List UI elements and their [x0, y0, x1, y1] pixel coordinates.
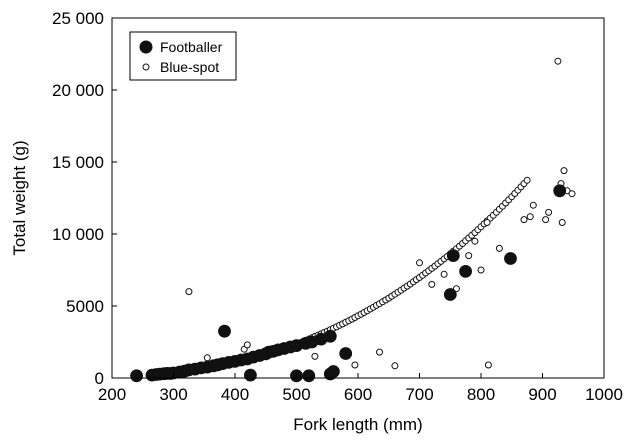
y-tick-label-10000: 10 000 — [52, 225, 104, 244]
point-footballer-0 — [130, 369, 144, 383]
point-footballer-39 — [326, 365, 340, 378]
legend-label-footballer: Footballer — [160, 39, 223, 55]
y-tick-label-15000: 15 000 — [52, 153, 104, 172]
point-footballer-35 — [243, 368, 257, 382]
y-axis: 0 5000 10 000 15 000 20 000 25 000 — [52, 9, 117, 388]
y-tick-label-20000: 20 000 — [52, 81, 104, 100]
point-blue-spot-117 — [203, 354, 211, 362]
x-tick-label-900: 900 — [528, 385, 556, 404]
x-tick-label-300: 300 — [159, 385, 187, 404]
point-footballer-40 — [339, 347, 353, 360]
point-blue-spot-139 — [545, 208, 553, 216]
point-footballer-44 — [504, 252, 517, 265]
y-tick-label-25000: 25 000 — [52, 9, 104, 28]
point-blue-spot-142 — [560, 167, 568, 175]
point-footballer-34 — [218, 324, 231, 338]
point-blue-spot-116 — [185, 288, 193, 296]
point-blue-spot-134 — [495, 244, 503, 252]
point-blue-spot-137 — [529, 201, 537, 209]
x-tick-label-800: 800 — [467, 385, 495, 404]
point-blue-spot-132 — [483, 219, 491, 226]
point-blue-spot-130 — [471, 237, 479, 245]
point-blue-spot-121 — [311, 352, 319, 360]
point-blue-spot-122 — [351, 361, 359, 369]
x-tick-label-700: 700 — [405, 385, 433, 404]
legend-marker-blue-spot — [142, 63, 150, 71]
point-blue-spot-145 — [568, 190, 576, 198]
x-tick-label-500: 500 — [282, 385, 310, 404]
legend-label-blue-spot: Blue-spot — [160, 59, 219, 75]
x-axis: 200 300 400 500 600 700 800 900 1000 — [98, 373, 623, 404]
legend: Footballer Blue-spot — [129, 31, 237, 81]
point-blue-spot-144 — [558, 219, 566, 226]
point-blue-spot-127 — [440, 270, 448, 278]
y-axis-title: Total weight (g) — [10, 140, 29, 255]
x-tick-label-1000: 1000 — [585, 385, 623, 404]
y-tick-label-5000: 5000 — [66, 297, 104, 316]
point-blue-spot-138 — [542, 216, 550, 224]
legend-marker-footballer — [139, 40, 153, 54]
point-blue-spot-131 — [477, 266, 485, 274]
point-blue-spot-123 — [376, 348, 383, 356]
point-blue-spot-119 — [243, 341, 251, 349]
point-footballer-43 — [459, 264, 473, 278]
x-tick-label-200: 200 — [98, 385, 126, 404]
point-blue-spot-135 — [520, 216, 528, 224]
point-blue-spot-124 — [391, 362, 399, 370]
y-tick-label-0: 0 — [95, 369, 104, 388]
point-footballer-41 — [443, 288, 457, 301]
point-footballer-45 — [553, 184, 567, 198]
point-blue-spot-136 — [526, 213, 534, 221]
point-footballer-33 — [323, 329, 337, 343]
x-axis-title: Fork length (mm) — [293, 415, 422, 434]
legend-box — [129, 31, 237, 81]
point-footballer-42 — [446, 249, 460, 263]
data-points-layer — [130, 57, 576, 383]
point-blue-spot-126 — [428, 280, 436, 288]
point-blue-spot-129 — [465, 252, 473, 260]
x-tick-label-400: 400 — [221, 385, 249, 404]
point-blue-spot-115 — [523, 176, 531, 184]
x-tick-label-600: 600 — [344, 385, 372, 404]
point-footballer-37 — [302, 369, 316, 383]
point-blue-spot-133 — [484, 361, 492, 369]
point-blue-spot-140 — [554, 57, 562, 65]
point-blue-spot-125 — [416, 259, 423, 267]
